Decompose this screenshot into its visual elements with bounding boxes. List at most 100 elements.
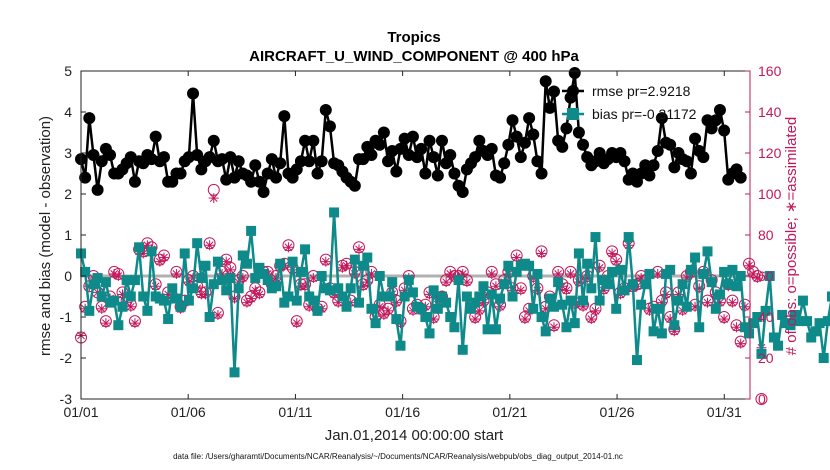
x-axis: 01/01 01/06 01/11 01/16 01/21 01/26 01/31 <box>63 71 742 420</box>
rmse-point <box>270 171 283 184</box>
rmse-point <box>713 103 726 116</box>
y-right-tick-label: 40 <box>758 309 774 325</box>
obs-possible-point <box>755 393 768 405</box>
bias-point <box>482 324 493 335</box>
obs-assimilated-point <box>486 268 497 279</box>
bias-point <box>391 314 402 325</box>
rmse-point <box>539 75 552 88</box>
rmse-point <box>104 149 117 162</box>
legend-bias-marker <box>567 108 579 120</box>
rmse-point <box>207 134 220 147</box>
bias-point <box>241 258 252 269</box>
bias-point <box>640 279 651 290</box>
bias-point <box>710 303 721 314</box>
rmse-point <box>643 169 656 182</box>
x-tick-label: 01/21 <box>492 404 527 420</box>
bias-point <box>163 314 174 325</box>
rmse-point <box>651 144 664 157</box>
rmse-point <box>734 171 747 184</box>
rmse-point <box>245 175 258 188</box>
bias-point <box>499 279 510 290</box>
rmse-point <box>294 155 307 168</box>
rmse-point <box>406 130 419 143</box>
rmse-point <box>664 138 677 151</box>
rmse-point <box>680 155 693 168</box>
bias-point <box>233 283 244 294</box>
obs-assimilated-point <box>254 289 265 300</box>
obs-assimilated-point <box>308 273 319 284</box>
bias-point <box>690 252 701 263</box>
bias-point <box>100 277 111 288</box>
bias-point <box>644 268 655 279</box>
bias-point <box>677 279 688 290</box>
obs-assimilated-point <box>590 305 601 316</box>
rmse-point <box>572 126 585 139</box>
bias-point <box>171 293 182 304</box>
bias-point <box>474 291 485 302</box>
bias-point <box>785 320 796 331</box>
rmse-point <box>560 122 573 135</box>
obs-assimilated-point <box>739 301 750 312</box>
bias-point <box>374 271 385 281</box>
bias-point <box>702 246 713 257</box>
bias-point <box>777 309 788 320</box>
bias-point <box>802 316 813 327</box>
y-tick-label: 0 <box>64 268 72 284</box>
bias-point <box>237 250 248 261</box>
obs-assimilated-point <box>561 285 572 296</box>
bias-point <box>752 312 763 322</box>
rmse-markers <box>75 67 747 198</box>
rmse-point <box>518 136 531 149</box>
rmse-point <box>431 169 444 182</box>
bias-point <box>283 291 294 302</box>
obs-assimilated-point <box>586 314 597 325</box>
bias-point <box>146 246 157 257</box>
y-right-tick-label: 120 <box>758 145 782 161</box>
bias-point <box>337 291 348 302</box>
obs-assimilated-point <box>470 314 481 325</box>
bias-point <box>125 291 136 302</box>
rmse-point <box>684 167 697 180</box>
bias-point <box>300 244 311 255</box>
bias-point <box>553 277 564 288</box>
bias-point <box>262 275 273 286</box>
bias-point <box>341 301 352 312</box>
bias-point <box>204 312 215 322</box>
bias-point <box>528 303 539 314</box>
x-tick-label: 01/01 <box>63 404 98 420</box>
obs-assimilated-point <box>283 242 294 253</box>
y-right-tick-label: 140 <box>758 104 782 120</box>
rmse-point <box>319 103 332 116</box>
bias-point <box>669 320 680 331</box>
rmse-point <box>377 126 390 139</box>
bias-point <box>271 281 282 292</box>
bias-point <box>582 258 593 269</box>
bias-point <box>748 318 759 329</box>
rmse-point <box>435 134 448 147</box>
bias-point <box>619 285 630 296</box>
obs-assimilated-point <box>565 268 576 279</box>
bias-point <box>188 283 199 294</box>
bias-point <box>287 256 298 267</box>
obs-assimilated-point <box>353 244 364 255</box>
bias-point <box>810 326 821 337</box>
rmse-point <box>556 140 569 153</box>
rmse-point <box>249 159 262 172</box>
bias-point <box>324 285 335 296</box>
obs-assimilated-point <box>204 240 215 251</box>
y-right-tick-label: 100 <box>758 186 782 202</box>
bias-point <box>403 275 414 286</box>
rmse-point <box>257 185 270 198</box>
rmse-point <box>514 151 527 164</box>
rmse-point <box>535 167 548 180</box>
bias-point <box>665 264 676 275</box>
bias-point <box>544 293 555 304</box>
bias-point <box>714 289 725 300</box>
bias-point <box>756 348 767 359</box>
bias-point <box>507 291 518 302</box>
bias-point <box>536 312 547 322</box>
bias-point <box>731 281 742 292</box>
legend-rmse-marker <box>567 85 579 97</box>
bias-point <box>457 344 468 355</box>
rmse-point <box>87 149 100 162</box>
